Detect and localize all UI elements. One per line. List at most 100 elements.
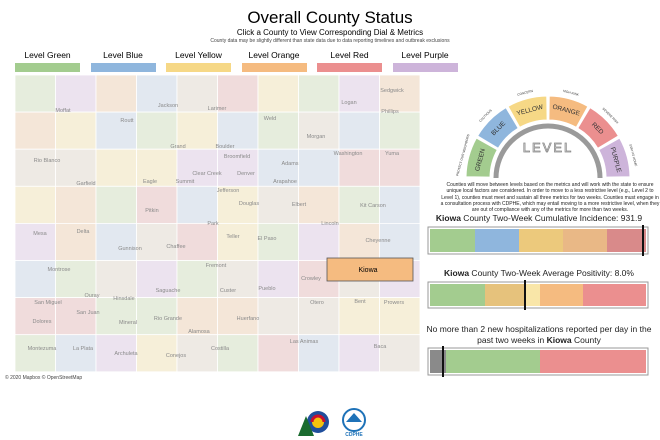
county-shape[interactable] [217, 185, 259, 224]
county-label[interactable]: Las Animas [290, 339, 319, 345]
county-label[interactable]: Summit [176, 179, 195, 185]
county-shape[interactable] [176, 148, 218, 187]
county-shape[interactable] [136, 222, 178, 261]
county-label[interactable]: Montezuma [28, 346, 58, 352]
county-label[interactable]: Eagle [143, 179, 157, 185]
county-label[interactable]: Adams [281, 161, 298, 167]
county-label[interactable]: Pueblo [258, 286, 275, 292]
county-shape[interactable] [136, 111, 178, 150]
county-shape[interactable] [298, 111, 340, 150]
county-label[interactable]: Bent [354, 299, 366, 305]
county-shape[interactable] [95, 185, 137, 224]
county-label[interactable]: Rio Blanco [34, 158, 61, 164]
county-shape[interactable] [176, 297, 218, 336]
county-label[interactable]: Washington [334, 151, 363, 157]
county-shape[interactable] [298, 222, 340, 261]
county-shape[interactable] [95, 334, 137, 373]
county-shape[interactable] [95, 297, 137, 336]
county-label[interactable]: Mineral [119, 320, 137, 326]
county-label[interactable]: Logan [341, 100, 356, 106]
county-shape[interactable] [136, 297, 178, 336]
county-label[interactable]: Prowers [384, 300, 404, 306]
county-shape[interactable] [379, 334, 421, 373]
county-shape[interactable] [257, 334, 299, 373]
county-shape[interactable] [55, 260, 97, 298]
county-label[interactable]: Park [207, 221, 219, 227]
county-label[interactable]: Pitkin [145, 208, 158, 214]
county-label[interactable]: Weld [264, 116, 276, 122]
county-shape[interactable] [95, 148, 137, 187]
county-shape[interactable] [55, 74, 97, 113]
county-shape[interactable] [257, 185, 299, 224]
county-label[interactable]: Archuleta [114, 351, 138, 357]
county-label[interactable]: Arapahoe [273, 179, 297, 185]
county-label[interactable]: Hinsdale [113, 296, 134, 302]
county-label[interactable]: Routt [120, 118, 134, 124]
county-shape[interactable] [338, 185, 380, 224]
county-shape[interactable] [217, 334, 259, 373]
county-shape[interactable] [257, 260, 299, 298]
county-shape[interactable] [338, 74, 380, 113]
selected-county[interactable] [326, 257, 414, 282]
county-label[interactable]: Morgan [307, 134, 326, 140]
county-shape[interactable] [95, 260, 137, 298]
county-label[interactable]: Alamosa [188, 329, 210, 335]
county-label[interactable]: Custer [220, 288, 236, 294]
county-label[interactable]: Sedgwick [380, 88, 404, 94]
county-label[interactable]: Kit Carson [360, 203, 386, 209]
county-label[interactable]: Phillips [381, 109, 399, 115]
county-shape[interactable] [338, 148, 380, 187]
county-shape[interactable] [55, 148, 97, 187]
county-label[interactable]: La Plata [73, 346, 94, 352]
county-label[interactable]: Conejos [166, 353, 186, 359]
county-shape[interactable] [14, 148, 56, 187]
county-label[interactable]: Baca [374, 344, 387, 350]
county-label[interactable]: Mesa [33, 231, 47, 237]
county-shape[interactable] [136, 334, 178, 373]
county-shape[interactable] [176, 185, 218, 224]
county-label[interactable]: El Paso [258, 236, 277, 242]
county-shape[interactable] [176, 222, 218, 261]
county-label[interactable]: Lincoln [321, 221, 338, 227]
county-shape[interactable] [217, 111, 259, 150]
county-shape[interactable] [257, 222, 299, 261]
county-shape[interactable] [257, 297, 299, 336]
county-label[interactable]: Delta [77, 229, 91, 235]
county-shape[interactable] [379, 74, 421, 113]
county-shape[interactable] [338, 222, 380, 261]
county-label[interactable]: Huerfano [237, 316, 260, 322]
map[interactable]: Kiowa © 2020 Mapbox © OpenStreetMap Moff… [0, 0, 430, 390]
county-shape[interactable] [379, 111, 421, 150]
county-label[interactable]: San Miguel [34, 300, 62, 306]
county-shape[interactable] [95, 222, 137, 261]
county-label[interactable]: Clear Creek [192, 171, 222, 177]
county-shape[interactable] [14, 334, 56, 373]
county-shape[interactable] [14, 111, 56, 150]
county-shape[interactable] [95, 74, 137, 113]
county-label[interactable]: Fremont [206, 263, 227, 269]
county-label[interactable]: Dolores [33, 319, 52, 325]
county-shape[interactable] [298, 74, 340, 113]
county-label[interactable]: Costilla [211, 346, 230, 352]
county-label[interactable]: San Juan [76, 310, 99, 316]
county-shape[interactable] [257, 148, 299, 187]
county-shape[interactable] [176, 74, 218, 113]
county-label[interactable]: Elbert [292, 202, 307, 208]
county-label[interactable]: Larimer [208, 106, 227, 112]
county-label[interactable]: Jefferson [217, 188, 240, 194]
county-shape[interactable] [379, 222, 421, 261]
county-shape[interactable] [14, 74, 56, 113]
county-label[interactable]: Saguache [156, 288, 181, 294]
county-shape[interactable] [298, 185, 340, 224]
county-shape[interactable] [338, 297, 380, 336]
county-shape[interactable] [298, 334, 340, 373]
county-label[interactable]: Cheyenne [365, 238, 390, 244]
county-label[interactable]: Otero [310, 300, 324, 306]
county-shape[interactable] [338, 111, 380, 150]
county-shape[interactable] [14, 260, 56, 298]
county-shape[interactable] [298, 148, 340, 187]
county-label[interactable]: Moffat [55, 108, 71, 114]
county-shape[interactable] [55, 111, 97, 150]
county-label[interactable]: Chaffee [166, 244, 185, 250]
county-label[interactable]: Montrose [48, 267, 71, 273]
